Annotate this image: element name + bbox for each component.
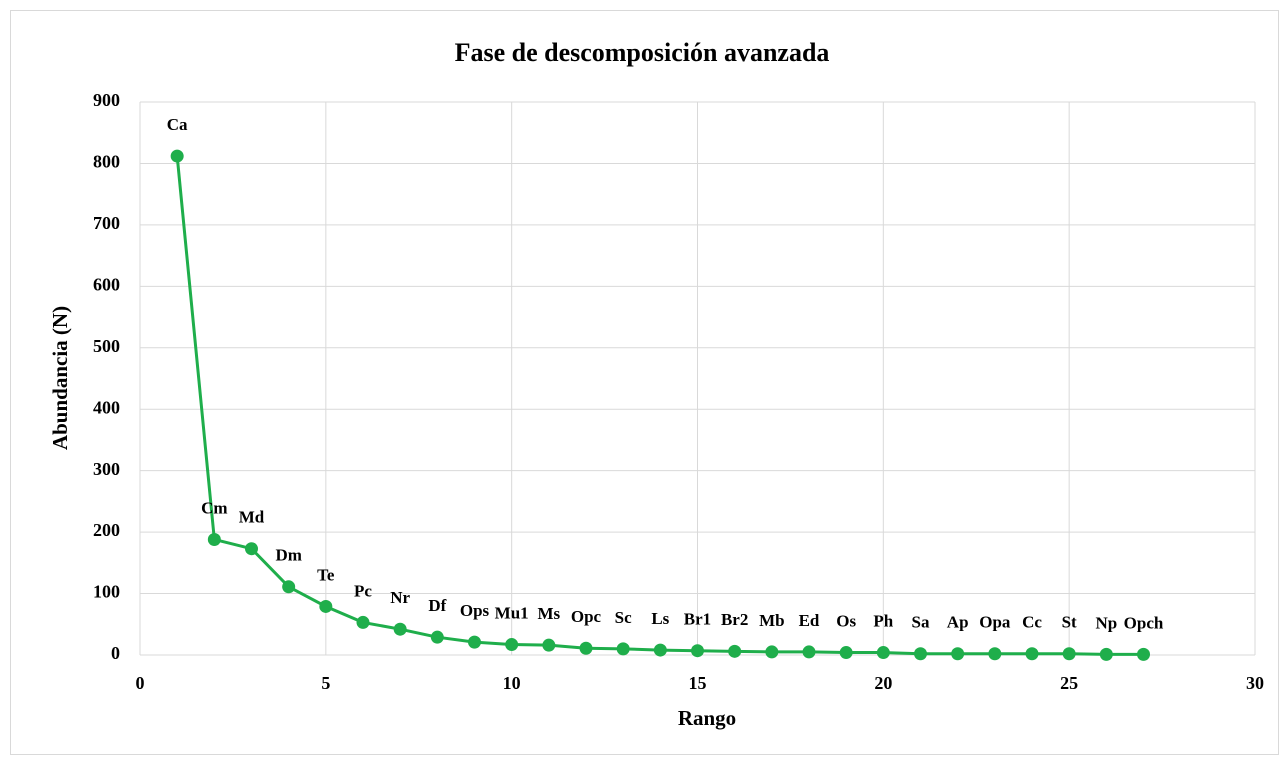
y-tick-label: 900 bbox=[93, 90, 120, 110]
data-label: Ls bbox=[651, 609, 669, 628]
data-label: Cm bbox=[201, 498, 227, 517]
marker bbox=[914, 647, 927, 661]
marker bbox=[505, 638, 519, 652]
marker bbox=[393, 622, 407, 636]
y-tick-label: 600 bbox=[93, 274, 120, 294]
x-tick-label: 0 bbox=[136, 673, 145, 693]
x-tick-label: 10 bbox=[503, 673, 521, 693]
marker bbox=[876, 646, 890, 660]
data-label: Os bbox=[836, 611, 856, 630]
marker bbox=[542, 638, 556, 652]
data-label: Sc bbox=[615, 608, 632, 627]
marker bbox=[430, 630, 444, 644]
y-tick-label: 800 bbox=[93, 152, 120, 172]
data-label: Dm bbox=[275, 546, 301, 565]
marker bbox=[319, 599, 333, 613]
y-tick-label: 100 bbox=[93, 582, 120, 602]
x-axis-label: Rango bbox=[678, 706, 736, 730]
y-tick-label: 700 bbox=[93, 213, 120, 233]
y-axis-label: Abundancia (N) bbox=[48, 306, 72, 450]
y-tick-label: 400 bbox=[93, 397, 120, 417]
data-label: Br2 bbox=[721, 610, 748, 629]
data-label: Opch bbox=[1124, 613, 1164, 632]
data-label: Te bbox=[317, 565, 335, 584]
marker bbox=[1062, 647, 1076, 661]
y-tick-label: 200 bbox=[93, 520, 120, 540]
data-label: Mu1 bbox=[495, 603, 529, 622]
data-label: Ed bbox=[799, 611, 820, 630]
data-label: Np bbox=[1095, 613, 1117, 632]
data-label: Md bbox=[239, 508, 265, 527]
marker bbox=[170, 149, 184, 163]
marker bbox=[802, 645, 816, 659]
data-label: Mb bbox=[759, 611, 785, 630]
marker bbox=[691, 644, 704, 658]
marker bbox=[1099, 647, 1113, 661]
marker bbox=[765, 645, 779, 659]
marker bbox=[282, 580, 296, 594]
marker bbox=[728, 644, 742, 658]
chart-title: Fase de descomposición avanzada bbox=[455, 38, 830, 67]
data-label: St bbox=[1062, 613, 1077, 632]
x-tick-label: 25 bbox=[1060, 673, 1078, 693]
y-tick-label: 300 bbox=[93, 459, 120, 479]
data-label: Opa bbox=[979, 613, 1011, 632]
marker bbox=[653, 643, 667, 657]
y-tick-label: 0 bbox=[111, 643, 120, 663]
marker bbox=[579, 641, 593, 655]
marker bbox=[839, 646, 853, 660]
data-label: Br1 bbox=[684, 610, 711, 629]
marker bbox=[616, 642, 630, 656]
marker bbox=[1025, 647, 1039, 661]
data-label: Cc bbox=[1022, 613, 1042, 632]
data-label: Ap bbox=[947, 613, 969, 632]
x-tick-label: 15 bbox=[689, 673, 707, 693]
x-tick-label: 5 bbox=[321, 673, 330, 693]
marker bbox=[245, 542, 258, 556]
marker bbox=[1137, 647, 1150, 661]
marker bbox=[468, 635, 481, 649]
marker bbox=[207, 532, 221, 546]
data-label: Df bbox=[428, 596, 446, 615]
data-label: Ca bbox=[167, 115, 188, 134]
chart-frame bbox=[10, 10, 1279, 755]
marker bbox=[951, 647, 965, 661]
data-label: Sa bbox=[912, 613, 930, 632]
marker bbox=[356, 615, 370, 629]
data-label: Opc bbox=[571, 607, 602, 626]
x-tick-label: 30 bbox=[1246, 673, 1264, 693]
marker bbox=[988, 647, 1002, 661]
data-label: Ms bbox=[537, 604, 560, 623]
data-label: Ops bbox=[460, 601, 490, 620]
y-tick-label: 500 bbox=[93, 336, 120, 356]
data-label: Nr bbox=[390, 588, 410, 607]
x-tick-label: 20 bbox=[874, 673, 892, 693]
data-label: Pc bbox=[354, 581, 372, 600]
data-label: Ph bbox=[873, 611, 893, 630]
